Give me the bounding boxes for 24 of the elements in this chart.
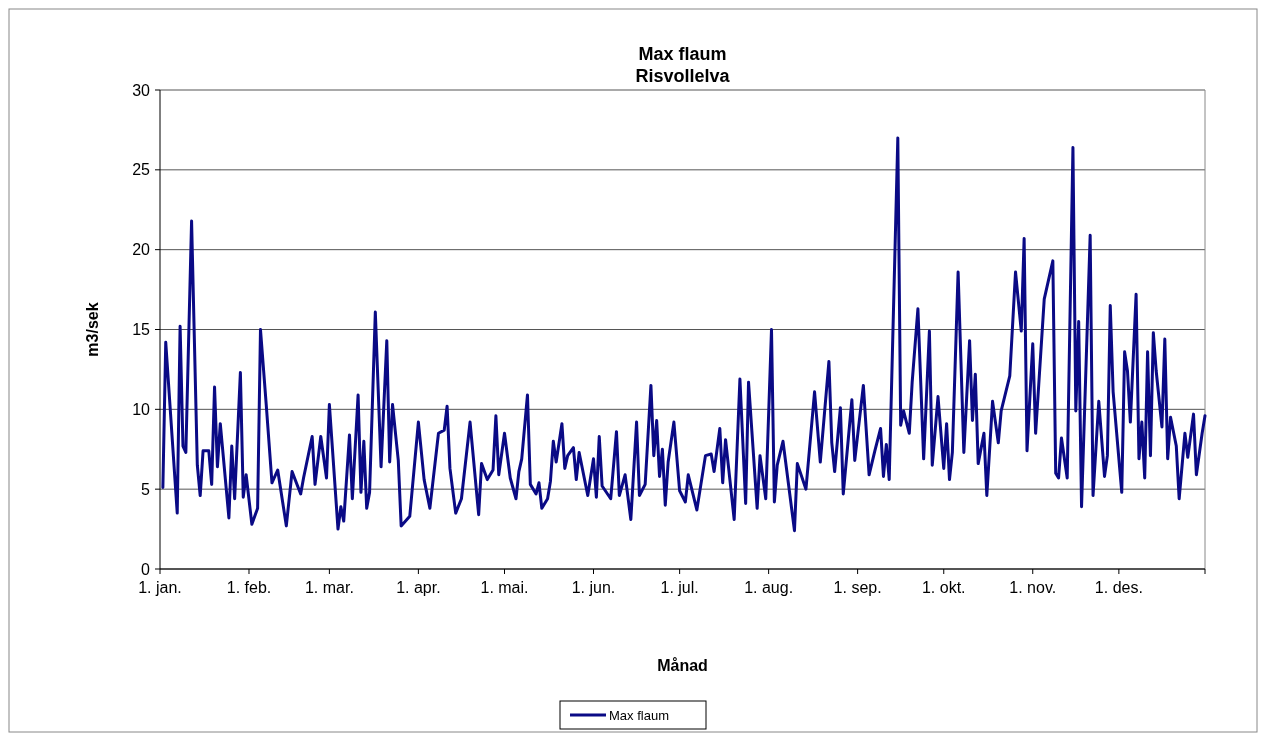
y-tick-label: 25 [132,161,151,179]
x-tick-label: 1. jan. [138,579,182,596]
x-tick-label: 1. aug. [744,579,794,596]
x-tick-label: 1. mai. [480,579,529,596]
x-tick-label: 1. sep. [833,579,882,596]
y-tick-label: 5 [141,480,151,498]
x-tick-label: 1. feb. [226,579,272,596]
y-tick-label: 20 [132,241,151,259]
chart-subtitle: Risvollelva [635,66,731,86]
x-tick-label: 1. okt. [921,579,966,596]
y-tick-label: 0 [141,560,151,578]
x-tick-label: 1. jul. [660,579,699,596]
y-tick-label: 15 [132,321,151,339]
x-tick-label: 1. apr. [396,579,441,596]
x-tick-label: 1. nov. [1009,579,1057,596]
y-tick-label: 10 [132,400,151,418]
x-tick-label: 1. mar. [304,579,354,596]
chart-title: Max flaum [638,44,727,64]
legend-label: Max flaum [609,707,669,723]
x-tick-label: 1. jun. [571,579,616,596]
y-axis-title: m3/sek [84,302,101,357]
y-tick-label: 30 [132,81,151,99]
x-axis-title: Månad [657,657,708,674]
x-tick-label: 1. des. [1094,579,1143,596]
